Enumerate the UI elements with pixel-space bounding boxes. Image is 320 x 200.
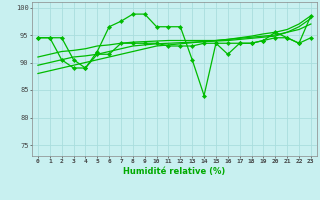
X-axis label: Humidité relative (%): Humidité relative (%) — [123, 167, 226, 176]
